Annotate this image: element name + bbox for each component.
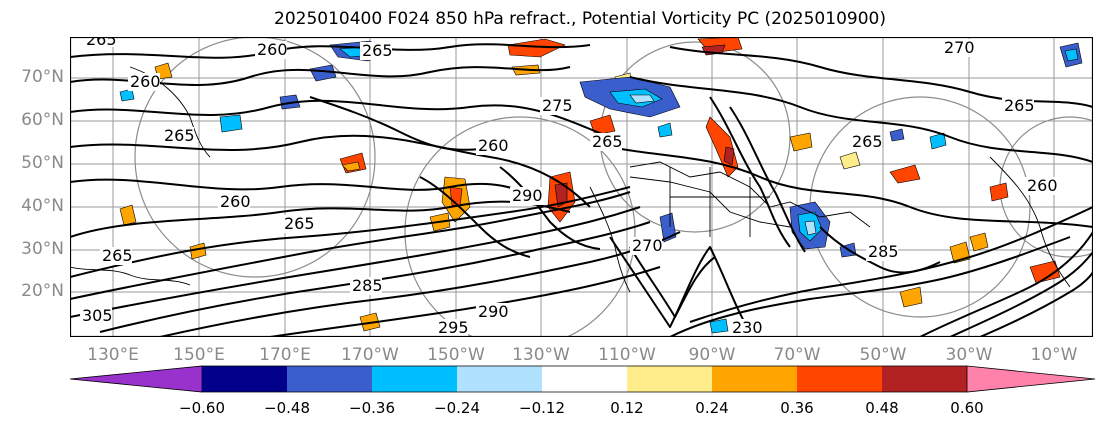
colorbar-tick-label: 0.12 (610, 399, 644, 417)
colorbar-tick-label: 0.48 (865, 399, 899, 417)
contour-label: 305 (82, 306, 113, 325)
lon-label-110w: 110°W (598, 345, 656, 365)
contour-label: 275 (542, 96, 573, 115)
contour-label: 260 (257, 40, 288, 59)
contour-label: 285 (352, 276, 383, 295)
contour-label: 270 (632, 236, 663, 255)
contour-label: 260 (220, 192, 251, 211)
colorbar-bin (882, 366, 967, 392)
contour-label: 265 (362, 41, 393, 60)
contour-label: 265 (86, 37, 117, 49)
contour-label: 265 (1004, 96, 1035, 115)
contour-label: 290 (478, 302, 509, 321)
contour-labels: 265 260 265 260 265 265 260 285 305 295 … (80, 37, 1058, 337)
contour-label: 265 (852, 132, 883, 151)
lon-label-150e: 150°E (173, 345, 225, 365)
colorbar-tick-label: 0.60 (950, 399, 984, 417)
lon-label-170e: 170°E (259, 345, 311, 365)
colorbar-tick-label: −0.12 (519, 399, 565, 417)
lon-label-130e: 130°E (87, 345, 139, 365)
negative-shading (119, 40, 1083, 334)
contour-label: 295 (438, 318, 469, 337)
contour-label: 260 (478, 136, 509, 155)
colorbar-bin (797, 366, 882, 392)
contour-label: 270 (944, 38, 975, 57)
contour-label: 285 (868, 242, 899, 261)
contour-label: 260 (130, 72, 161, 91)
colorbar-bin (712, 366, 797, 392)
colorbar-bin (542, 366, 627, 392)
contour-label: 265 (102, 246, 133, 265)
lat-label-60n: 60°N (21, 110, 64, 130)
colorbar-extend-max (966, 365, 1096, 393)
contour-label: 265 (284, 214, 315, 233)
colorbar-tick-label: 0.24 (695, 399, 729, 417)
lat-label-70n: 70°N (21, 67, 64, 87)
lon-label-170w: 170°W (341, 345, 399, 365)
lon-label-50w: 50°W (859, 345, 907, 365)
contour-label: 265 (592, 132, 623, 151)
colorbar-tick-label: 0.36 (780, 399, 814, 417)
lon-label-90w: 90°W (688, 345, 736, 365)
lon-label-130w: 130°W (512, 345, 570, 365)
colorbar-tick-label: −0.60 (179, 399, 225, 417)
colorbar-bin (202, 366, 287, 392)
colorbar-bin (457, 366, 542, 392)
contour-label: 290 (512, 186, 543, 205)
colorbar-bin (627, 366, 712, 392)
colorbar-bin (372, 366, 457, 392)
colorbar-tick-label: −0.48 (264, 399, 310, 417)
colorbar (70, 365, 1096, 393)
lon-label-70w: 70°W (773, 345, 821, 365)
contour-label: 230 (732, 318, 763, 337)
colorbar-tick-label: −0.36 (349, 399, 395, 417)
lat-label-50n: 50°N (21, 153, 64, 173)
contour-label: 260 (1027, 176, 1058, 195)
lat-label-30n: 30°N (21, 239, 64, 259)
colorbar-extend-min (70, 365, 203, 393)
colorbar-bin (287, 366, 372, 392)
lon-label-30w: 30°W (945, 345, 993, 365)
lon-label-150w: 150°W (427, 345, 485, 365)
colorbar-tick-label: −0.24 (434, 399, 480, 417)
map-title: 2025010400 F024 850 hPa refract., Potent… (274, 9, 886, 29)
contour-label: 265 (164, 126, 195, 145)
lat-label-20n: 20°N (21, 281, 64, 301)
lon-label-10w: 10°W (1030, 345, 1078, 365)
lat-label-40n: 40°N (21, 196, 64, 216)
map-panel: 265 260 265 260 265 265 260 285 305 295 … (70, 37, 1093, 337)
